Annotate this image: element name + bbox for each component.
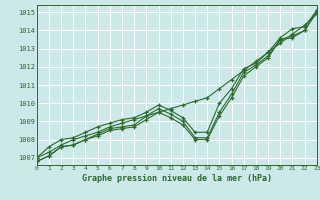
X-axis label: Graphe pression niveau de la mer (hPa): Graphe pression niveau de la mer (hPa) bbox=[82, 174, 272, 183]
